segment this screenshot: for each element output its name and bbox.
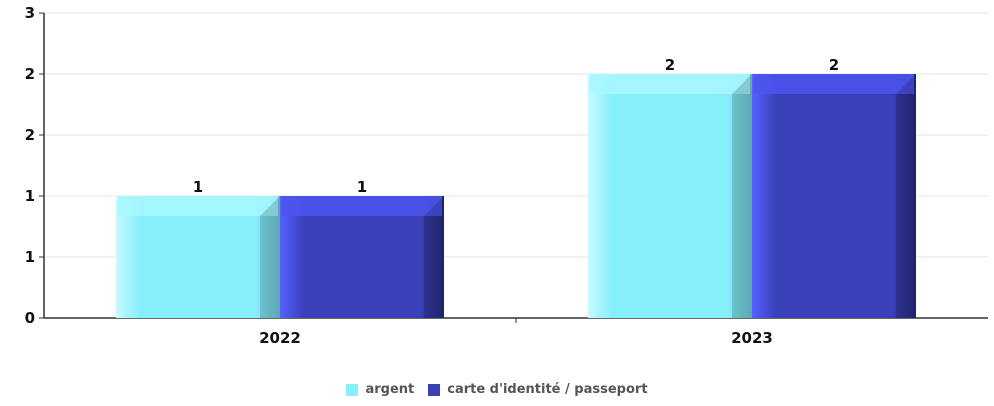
bar-bevel-top	[118, 196, 278, 216]
bar	[280, 196, 444, 318]
y-tick-label: 1	[25, 187, 35, 205]
y-tick-label: 3	[25, 4, 35, 22]
data-label: 1	[357, 178, 367, 196]
y-tick-label: 2	[25, 65, 35, 83]
bar-bevel-top	[590, 74, 750, 94]
bar-bevel-side	[896, 74, 916, 318]
bars	[116, 74, 916, 318]
y-tick-label: 2	[25, 126, 35, 144]
legend-item[interactable]: carte d'identité / passeport	[428, 382, 648, 397]
bar	[116, 196, 280, 318]
y-tick-label: 0	[25, 309, 35, 327]
bar-bevel-side	[260, 196, 280, 318]
y-tick-label: 1	[25, 248, 35, 266]
data-label: 1	[193, 178, 203, 196]
bar	[588, 74, 752, 318]
bar-bevel-side	[424, 196, 444, 318]
legend-swatch	[428, 383, 441, 396]
legend: argent carte d'identité / passeport	[0, 382, 994, 397]
data-label: 2	[829, 56, 839, 74]
legend-item[interactable]: argent	[346, 382, 414, 397]
bar	[752, 74, 916, 318]
x-tick-label: 2023	[731, 329, 773, 347]
x-tick-label: 2022	[259, 329, 301, 347]
bar-bevel-side	[732, 74, 752, 318]
bar-chart: 0 1 1 2 2 3 2022 1 1 2023 2 2	[25, 4, 988, 347]
data-label: 2	[665, 56, 675, 74]
legend-swatch	[346, 383, 359, 396]
bar-bevel-top	[282, 196, 442, 216]
legend-label: argent	[365, 382, 415, 397]
legend-label: carte d'identité / passeport	[447, 382, 648, 397]
labels: 0 1 1 2 2 3 2022 1 1 2023 2 2	[25, 4, 840, 347]
bar-bevel-top	[754, 74, 914, 94]
